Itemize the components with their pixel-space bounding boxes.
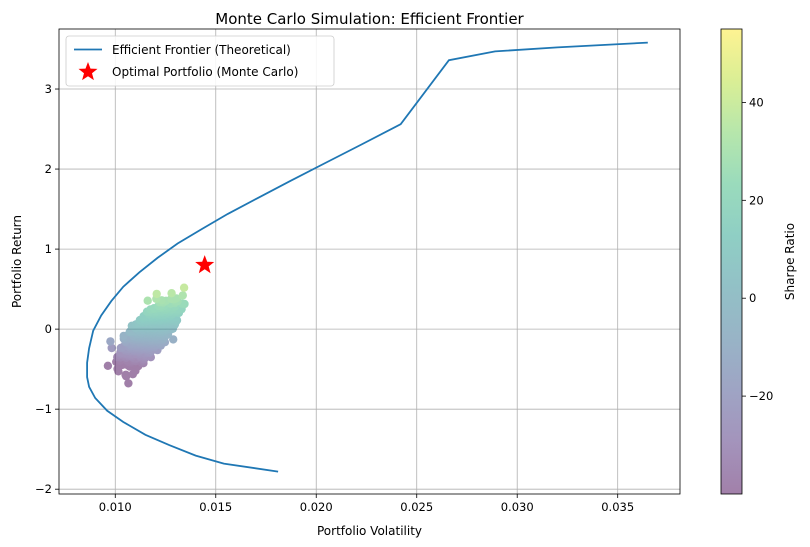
y-tick-label: 2 [45,162,52,176]
legend-box [65,35,335,87]
x-tick-label: 0.020 [300,500,333,514]
y-axis-label: Portfolio Return [10,215,24,308]
simulation-point [107,343,116,353]
colorbar-tick-label: 0 [749,291,756,305]
colorbar-ticks: −20 0 20 40 [742,95,773,403]
simulation-point [178,291,187,300]
plot-frame [58,28,681,495]
y-tick-label: −1 [35,402,52,416]
colorbar-tick-label: 40 [749,95,764,109]
colorbar-frame [720,28,743,495]
simulation-point [106,337,115,346]
x-tick-label: 0.015 [199,500,232,514]
plot-background [59,29,680,494]
efficient-frontier-line [86,41,648,473]
simulation-point [103,361,113,370]
colorbar-gradient [721,29,742,494]
y-tick-label: −2 [35,482,52,496]
simulation-point [143,296,152,305]
legend: Efficient Frontier (Theoretical) Optimal… [65,35,335,87]
colorbar: −20 0 20 40 Sharpe Ratio [720,28,797,495]
optimal-portfolio-star [195,255,215,274]
simulation-point [121,370,131,379]
simulation-point [152,289,161,299]
x-tick-label: 0.030 [501,500,534,514]
x-axis-label: Portfolio Volatility [317,524,422,538]
simulation-point [179,283,189,292]
x-axis-ticks: 0.010 0.015 0.020 0.025 0.030 0.035 [99,494,634,514]
simulation-point [124,379,133,388]
simulation-points [103,283,189,388]
y-tick-label: 0 [45,322,52,336]
legend-optimal-star-icon [78,62,98,81]
colorbar-tick-label: −20 [749,389,773,403]
x-tick-label: 0.025 [400,500,433,514]
x-tick-label: 0.010 [99,500,132,514]
chart-title: Monte Carlo Simulation: Efficient Fronti… [215,10,524,28]
legend-frontier-label: Efficient Frontier (Theoretical) [112,43,291,57]
y-tick-label: 1 [45,242,52,256]
legend-optimal-label: Optimal Portfolio (Monte Carlo) [112,65,298,79]
colorbar-label: Sharpe Ratio [783,223,797,300]
y-axis-ticks: −2 −1 0 1 2 3 [35,82,59,496]
colorbar-tick-label: 20 [749,193,764,207]
simulation-point [169,335,178,344]
x-tick-label: 0.035 [601,500,634,514]
simulation-point [167,289,176,298]
y-tick-label: 3 [45,82,52,96]
